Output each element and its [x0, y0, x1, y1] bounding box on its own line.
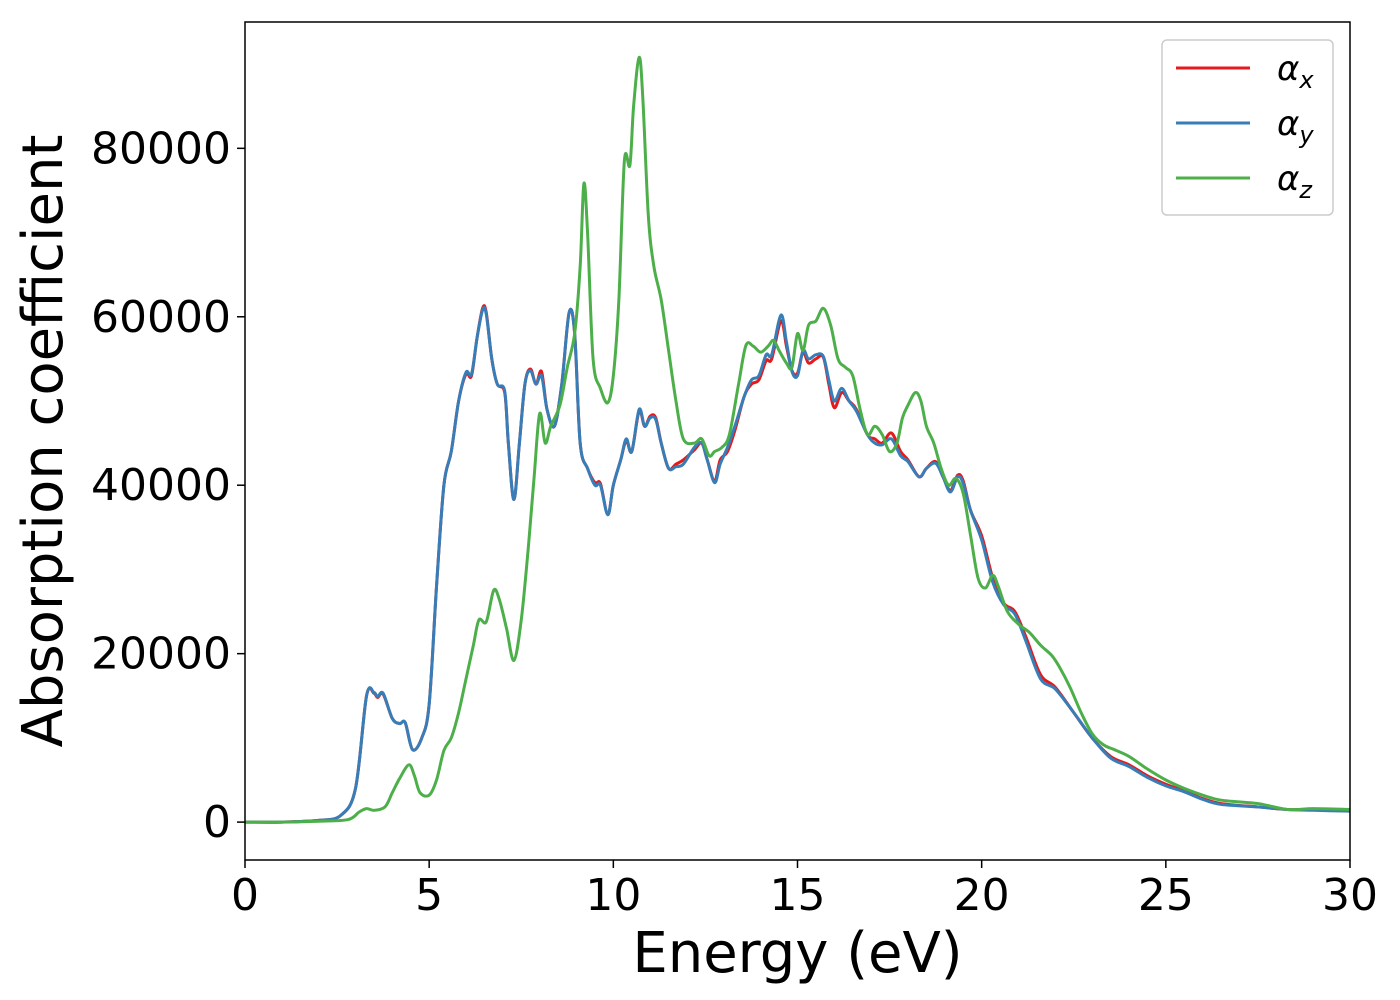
x-axis-ticks: 0 5 10 15 20 25 30: [231, 860, 1378, 921]
x-tick-label: 15: [770, 870, 826, 921]
y-tick-label: 40000: [91, 460, 231, 511]
y-axis-ticks: 0 20000 40000 60000 80000: [91, 123, 245, 848]
legend-box: [1161, 39, 1334, 216]
y-tick-label: 80000: [91, 123, 231, 174]
legend: αx αy αz: [1161, 39, 1334, 216]
legend-label-x: αx: [1277, 49, 1314, 94]
y-tick-label: 20000: [91, 629, 231, 680]
legend-label-z: αz: [1277, 159, 1313, 204]
y-tick-label: 60000: [91, 292, 231, 343]
y-tick-label: 0: [203, 797, 231, 848]
series-line-z: [245, 55, 1350, 824]
series-line-y: [245, 305, 1350, 824]
x-axis-title: Energy (eV): [632, 921, 962, 986]
legend-label-y: αy: [1277, 104, 1314, 149]
x-tick-label: 25: [1138, 870, 1194, 921]
x-tick-label: 0: [231, 870, 259, 921]
x-tick-label: 10: [585, 870, 641, 921]
series-layer: [245, 55, 1350, 824]
x-tick-label: 20: [954, 870, 1010, 921]
y-axis-title: Absorption coefficient: [11, 135, 76, 748]
x-tick-label: 30: [1322, 870, 1378, 921]
x-tick-label: 5: [415, 870, 443, 921]
